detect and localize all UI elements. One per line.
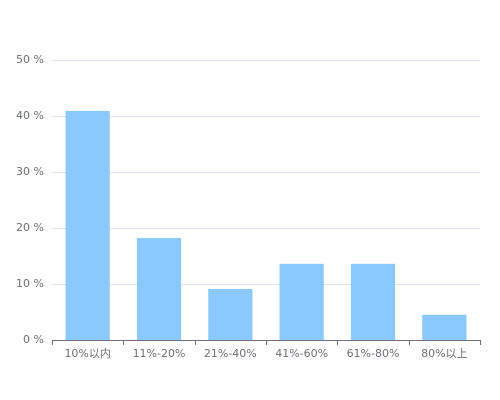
y-tick-label: 20 % xyxy=(16,221,44,234)
x-tick-label: 10%以内 xyxy=(64,346,110,360)
bar xyxy=(65,110,110,341)
y-tick-label: 10 % xyxy=(16,277,44,290)
x-tick-label: 61%-80% xyxy=(347,347,400,360)
bar xyxy=(208,289,253,340)
x-tick-label: 11%-20% xyxy=(133,347,186,360)
bar xyxy=(279,263,324,340)
y-tick-label: 0 % xyxy=(23,333,44,346)
x-tick-label: 21%-40% xyxy=(204,347,257,360)
bar xyxy=(350,263,396,340)
y-tick-label: 30 % xyxy=(16,165,44,178)
y-tick-label: 50 % xyxy=(16,53,44,66)
x-tick-label: 80%以上 xyxy=(421,347,467,360)
bar xyxy=(136,238,182,340)
y-tick-label: 40 % xyxy=(16,109,44,122)
x-tick-label: 41%-60% xyxy=(275,347,328,360)
bar xyxy=(422,314,467,340)
